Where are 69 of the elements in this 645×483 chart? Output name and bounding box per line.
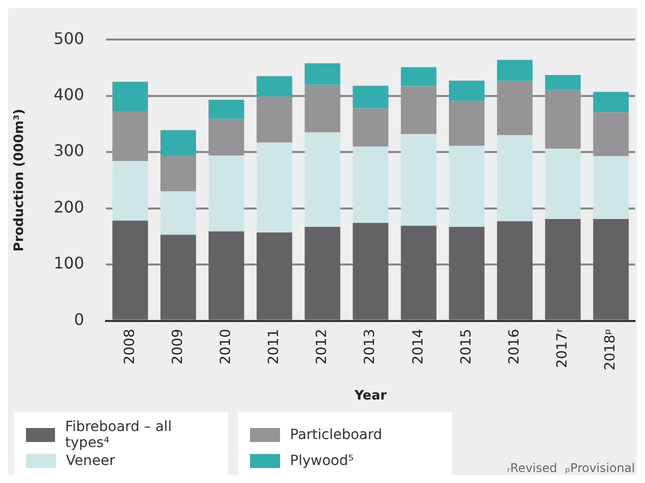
bar: [352, 108, 388, 146]
bar: [400, 134, 436, 226]
bar: [593, 156, 629, 219]
y-tick-label: 400: [54, 84, 84, 104]
bar: [497, 221, 533, 320]
legend-label: Plywood⁵: [290, 453, 354, 469]
bar: [112, 220, 148, 320]
text: ₚProvisional: [565, 461, 635, 475]
x-tick-label: 2016: [506, 328, 522, 364]
bar: [256, 232, 292, 320]
bar: [160, 234, 196, 320]
bar: [112, 161, 148, 221]
bar: [352, 222, 388, 320]
x-tick-label: 2013: [362, 328, 378, 364]
y-tick-label: 200: [54, 197, 84, 216]
y-tick-label: 0: [74, 310, 84, 329]
x-tick-label: 2011: [266, 328, 282, 364]
bar: [448, 80, 485, 101]
bar: [256, 142, 292, 232]
bar: [352, 86, 388, 108]
y-tick-label: 100: [54, 254, 84, 273]
bar: [448, 226, 485, 320]
bar: [160, 155, 196, 192]
y-tick-label: 500: [54, 28, 84, 48]
bar: [545, 75, 581, 90]
bar: [545, 90, 581, 149]
bar: [497, 60, 533, 81]
bar: [304, 132, 340, 227]
bar: [208, 155, 244, 232]
bar: [593, 112, 629, 156]
bar: [400, 67, 436, 86]
x-tick-label: 2018ᵖ: [602, 328, 619, 370]
bar: [545, 148, 581, 219]
bar: [208, 118, 244, 156]
bar: [304, 226, 340, 320]
legend-label: Veneer: [66, 453, 115, 469]
bar: [304, 84, 340, 132]
bar: [256, 96, 292, 143]
x-tick-label: 2008: [122, 328, 138, 364]
legend-label: Fibreboard – all types⁴: [65, 419, 173, 451]
x-tick-label: 2015: [458, 328, 474, 364]
bar: [256, 76, 292, 96]
bar: [112, 111, 148, 162]
x-axis-title: Year: [353, 388, 388, 404]
x-tick-label: 2014: [410, 328, 426, 364]
bar: [160, 191, 196, 235]
bar: [448, 146, 485, 227]
y-axis-title: Production (000m³): [12, 108, 28, 252]
x-tick-label: 2009: [170, 328, 186, 364]
bar: [545, 218, 581, 320]
bar: [593, 92, 629, 112]
bar: [160, 130, 196, 156]
text: ᵣRevised: [507, 461, 558, 475]
legend-label: Particleboard: [290, 427, 382, 443]
bar: [497, 135, 533, 222]
bar: [497, 80, 533, 136]
bar: [352, 146, 388, 223]
bar: [448, 100, 485, 146]
x-tick-label: 2010: [218, 328, 234, 364]
bar: [304, 63, 340, 85]
bar: [208, 231, 244, 320]
bar: [112, 82, 148, 112]
bar: [400, 86, 436, 134]
x-tick-label: 2017ʳ: [554, 328, 571, 368]
bar: [400, 226, 436, 320]
bar: [593, 218, 629, 320]
x-tick-label: 2012: [314, 328, 330, 364]
y-tick-label: 300: [54, 141, 84, 160]
bar: [208, 100, 244, 119]
